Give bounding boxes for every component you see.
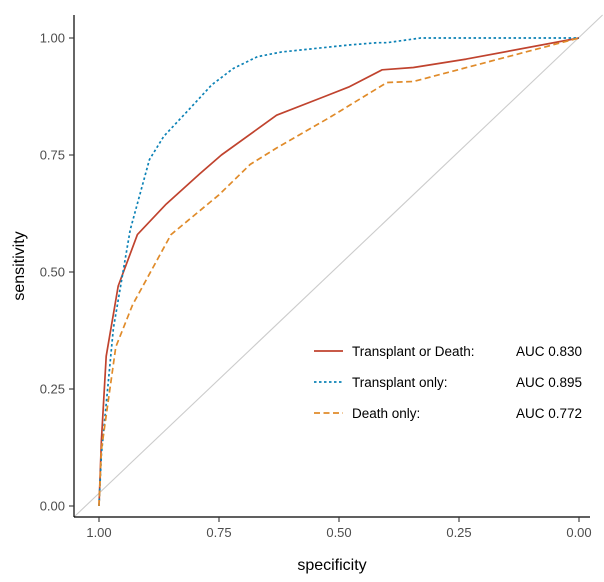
x-tick-label: 1.00 [86, 525, 111, 540]
y-axis-title: sensitivity [11, 231, 28, 300]
series-line-2 [98, 37, 579, 507]
reference-diagonal-line [73, 14, 603, 518]
series-group [98, 37, 580, 507]
axes-group [73, 15, 590, 518]
ticks-group: 1.00 0.75 0.50 0.25 0.00 0.00 0.25 0.50 0.75 1.00 [40, 31, 592, 541]
legend-auc-2: AUC 0.895 [516, 375, 582, 390]
x-tick-label: 0.25 [446, 525, 471, 540]
series-line-3 [98, 37, 580, 507]
y-tick-label: 0.50 [40, 265, 65, 280]
x-tick-label: 0.50 [326, 525, 351, 540]
legend: Transplant or Death: AUC 0.830 Transplant … [314, 344, 582, 421]
y-tick-label: 0.25 [40, 382, 65, 397]
y-tick-label: 0.75 [40, 148, 65, 163]
legend-auc-1: AUC 0.830 [516, 344, 582, 359]
x-axis-title: specificity [297, 557, 366, 574]
y-tick-label: 1.00 [40, 31, 65, 46]
x-tick-label: 0.00 [566, 525, 591, 540]
legend-label-1: Transplant or Death: [352, 344, 475, 359]
x-tick-label: 0.75 [206, 525, 231, 540]
legend-label-3: Death only: [352, 406, 420, 421]
series-line-1 [98, 37, 580, 507]
y-tick-label: 0.00 [40, 499, 65, 514]
reference-diagonal-group [73, 14, 603, 518]
legend-label-2: Transplant only: [352, 375, 448, 390]
legend-auc-3: AUC 0.772 [516, 406, 582, 421]
